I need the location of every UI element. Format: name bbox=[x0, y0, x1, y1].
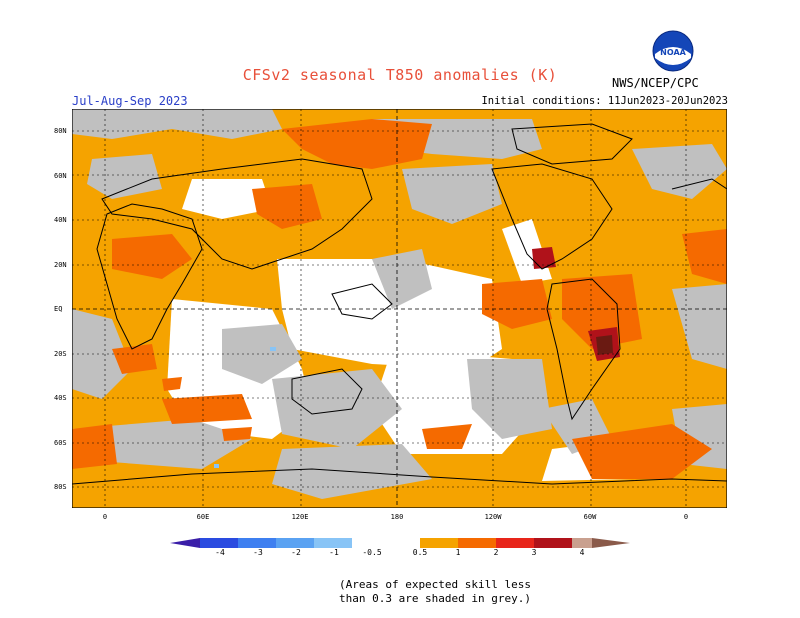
equator-dateline bbox=[72, 109, 727, 508]
lon-label: 0 bbox=[102, 513, 108, 521]
lon-label: 120E bbox=[291, 513, 309, 521]
lat-label: 40S bbox=[54, 394, 67, 402]
initial-conditions-label: Initial conditions: 11Jun2023-20Jun2023 bbox=[481, 95, 728, 107]
colorbar-label: -1 bbox=[329, 548, 339, 557]
lon-label: 60E bbox=[196, 513, 210, 521]
skill-note: (Areas of expected skill less than 0.3 a… bbox=[0, 578, 800, 606]
lon-label: 120W bbox=[484, 513, 502, 521]
logo-text: NOAA bbox=[660, 48, 686, 57]
moderate-warm-regions bbox=[72, 119, 727, 479]
colorbar-label: 3 bbox=[531, 548, 537, 557]
colorbar-label: 4 bbox=[579, 548, 585, 557]
anomaly-map bbox=[72, 109, 727, 508]
season-label: Jul-Aug-Sep 2023 bbox=[72, 94, 188, 108]
colorbar-left-arrow bbox=[170, 538, 200, 548]
lat-label: 80N bbox=[54, 127, 67, 135]
lon-label: 0 bbox=[683, 513, 689, 521]
lat-label: 60S bbox=[54, 439, 67, 447]
coastlines bbox=[72, 123, 727, 485]
colorbar-label: 1 bbox=[455, 548, 461, 557]
colorbar-label: -3 bbox=[253, 548, 263, 557]
organization-label: NWS/NCEP/CPC bbox=[612, 76, 699, 90]
colorbar-label: 2 bbox=[493, 548, 499, 557]
lat-label: 40N bbox=[54, 216, 67, 224]
graticule bbox=[72, 109, 727, 508]
peak-warm-region bbox=[596, 335, 613, 355]
noaa-logo: NOAA bbox=[652, 30, 694, 72]
lat-label: 20N bbox=[54, 261, 67, 269]
colorbar-label: -2 bbox=[291, 548, 301, 557]
colorbar-right-arrow bbox=[592, 538, 630, 548]
lat-label: 60N bbox=[54, 172, 67, 180]
colorbar bbox=[170, 538, 630, 548]
skill-note-line1: (Areas of expected skill less bbox=[338, 578, 532, 591]
colorbar-label: -0.5 bbox=[362, 548, 382, 557]
colorbar-label: 0.5 bbox=[412, 548, 428, 557]
lon-label: 180 bbox=[390, 513, 404, 521]
map-title: CFSv2 seasonal T850 anomalies (K) bbox=[242, 66, 558, 84]
skill-note-line2: than 0.3 are shaded in grey.) bbox=[338, 592, 532, 605]
lat-label: 20S bbox=[54, 350, 67, 358]
colorbar-label: -4 bbox=[215, 548, 225, 557]
lat-label: EQ bbox=[54, 305, 63, 313]
lon-label: 60W bbox=[583, 513, 597, 521]
lat-label: 80S bbox=[54, 483, 67, 491]
cool-regions bbox=[214, 347, 276, 468]
